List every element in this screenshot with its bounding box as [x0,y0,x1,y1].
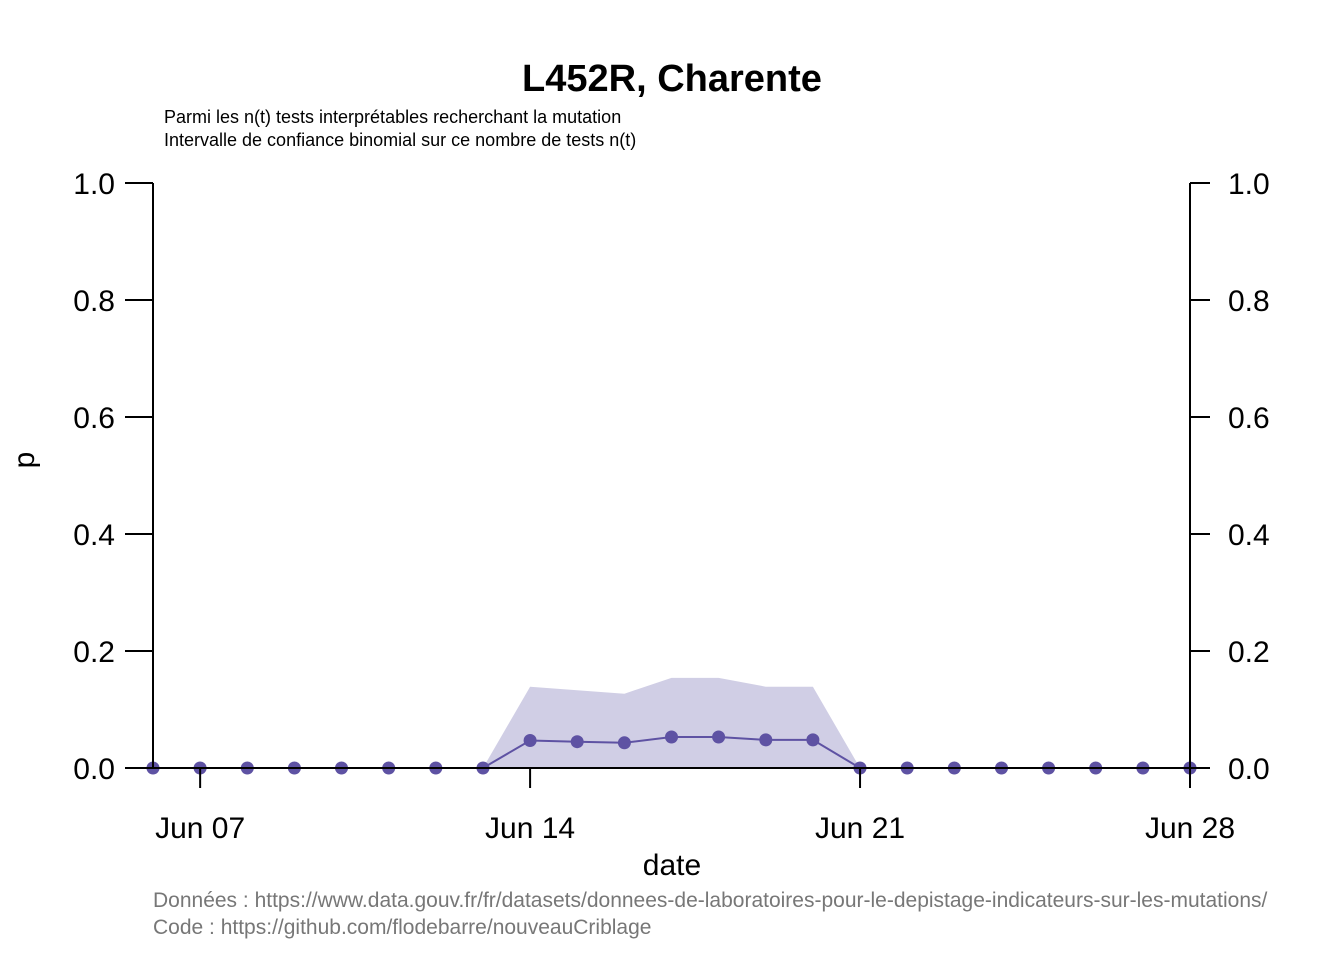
data-point [712,730,726,744]
y-tick-label-right: 0.6 [1228,402,1270,435]
y-tick-label-left: 0.8 [73,285,115,318]
data-point [665,730,678,744]
x-tick-label: Jun 21 [815,812,905,845]
y-tick-label-right: 0.2 [1228,636,1270,669]
x-ticks: Jun 07 Jun 14 Jun 21 Jun 28 [155,768,1235,845]
data-point [617,736,631,750]
y-tick-label-left: 0.0 [73,753,115,786]
y-axis-label: p [8,452,41,469]
axes [152,183,1191,769]
y-tick-label-left: 0.2 [73,636,115,669]
confidence-band [153,677,1190,768]
y-tick-label-right: 1.0 [1228,168,1270,201]
chart-title: L452R, Charente [522,58,822,100]
x-tick-label: Jun 28 [1145,812,1235,845]
x-axis-label: date [643,849,701,882]
chart-subtitle-line-2: Intervalle de confiance binomial sur ce … [164,130,636,150]
y-tick-label-left: 0.4 [73,519,115,552]
y-ticks: 0.0 0.0 0.2 0.2 0.4 0.4 0.6 0.6 0.8 0.8 1.0 1.0 [73,168,1269,786]
y-tick-label-right: 0.0 [1228,753,1270,786]
y-tick-label-left: 0.6 [73,402,115,435]
data-point [759,733,773,747]
y-tick-label-left: 1.0 [73,168,115,201]
y-tick-label-right: 0.4 [1228,519,1270,552]
y-tick-label-right: 0.8 [1228,285,1270,318]
chart-subtitle-line-1: Parmi les n(t) tests interprétables rech… [164,107,621,127]
confidence-interval-layer [153,677,1190,768]
data-point [523,734,537,747]
x-tick-label: Jun 07 [155,812,245,845]
data-point [570,735,584,749]
x-tick-label: Jun 14 [485,812,575,845]
data-point [806,733,820,747]
footer-data-source: Données : https://www.data.gouv.fr/fr/da… [153,889,1267,912]
footer-code-source: Code : https://github.com/flodebarre/nou… [153,916,651,939]
